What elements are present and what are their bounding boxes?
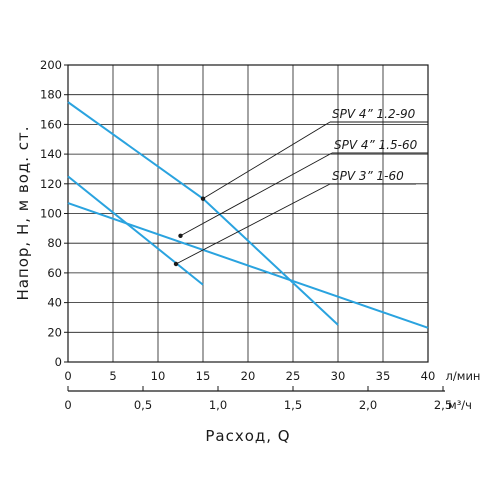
x-unit-label: л/мин <box>446 369 481 383</box>
x-tick-label: 25 <box>286 369 301 383</box>
series-label-2: SPV 4” 1.5-60 <box>334 138 418 152</box>
leader-line-3 <box>175 183 331 265</box>
y-tick-label: 180 <box>40 88 62 102</box>
axes: 0 20 40 60 80 100 120 140 160 180 200 0 5 10 15 20 25 30 3… <box>40 58 480 412</box>
series-leader-lines <box>173 121 428 267</box>
x-tick-label: 40 <box>421 369 436 383</box>
x-tick-label: 5 <box>109 369 116 383</box>
series-label-1: SPV 4” 1.2-90 <box>332 107 416 121</box>
x-tick-label: 10 <box>151 369 166 383</box>
y-tick-label: 0 <box>55 355 62 369</box>
x2-tick-label: 0,5 <box>134 398 152 412</box>
series-line-2 <box>67 175 204 286</box>
x-tick-label: 0 <box>64 369 71 383</box>
x2-tick-label: 1,5 <box>284 398 302 412</box>
y-tick-label: 60 <box>47 266 62 280</box>
series-line-3 <box>67 202 429 329</box>
y-tick-label: 80 <box>47 236 62 250</box>
x-tick-label: 35 <box>376 369 391 383</box>
y-tick-label: 20 <box>47 325 62 339</box>
series-label-3: SPV 3” 1-60 <box>332 169 404 183</box>
y-tick-label: 140 <box>40 147 62 161</box>
y-tick-label: 120 <box>40 177 62 191</box>
x-tick-label: 30 <box>331 369 346 383</box>
y-tick-label: 200 <box>40 58 62 72</box>
x2-tick-label: 2,0 <box>359 398 377 412</box>
leader-line-2 <box>180 152 333 237</box>
y-tick-label: 40 <box>47 296 62 310</box>
y-tick-label: 100 <box>40 207 62 221</box>
x-tick-label: 20 <box>241 369 256 383</box>
y-axis-title: Напор, Н, м вод. ст. <box>14 125 32 300</box>
x2-tick-label: 0 <box>64 398 71 412</box>
x-tick-label: 15 <box>196 369 211 383</box>
x2-tick-label: 2,5 <box>434 398 452 412</box>
x2-tick-label: 1,0 <box>209 398 227 412</box>
y-tick-label: 160 <box>40 117 62 131</box>
leader-line-1 <box>202 121 331 200</box>
x-axis-title: Расход, Q <box>205 427 290 445</box>
labels: Расход, Q Напор, Н, м вод. ст. SPV 4” 1.2-… <box>14 107 418 445</box>
x2-unit-label: м³/ч <box>448 398 472 412</box>
